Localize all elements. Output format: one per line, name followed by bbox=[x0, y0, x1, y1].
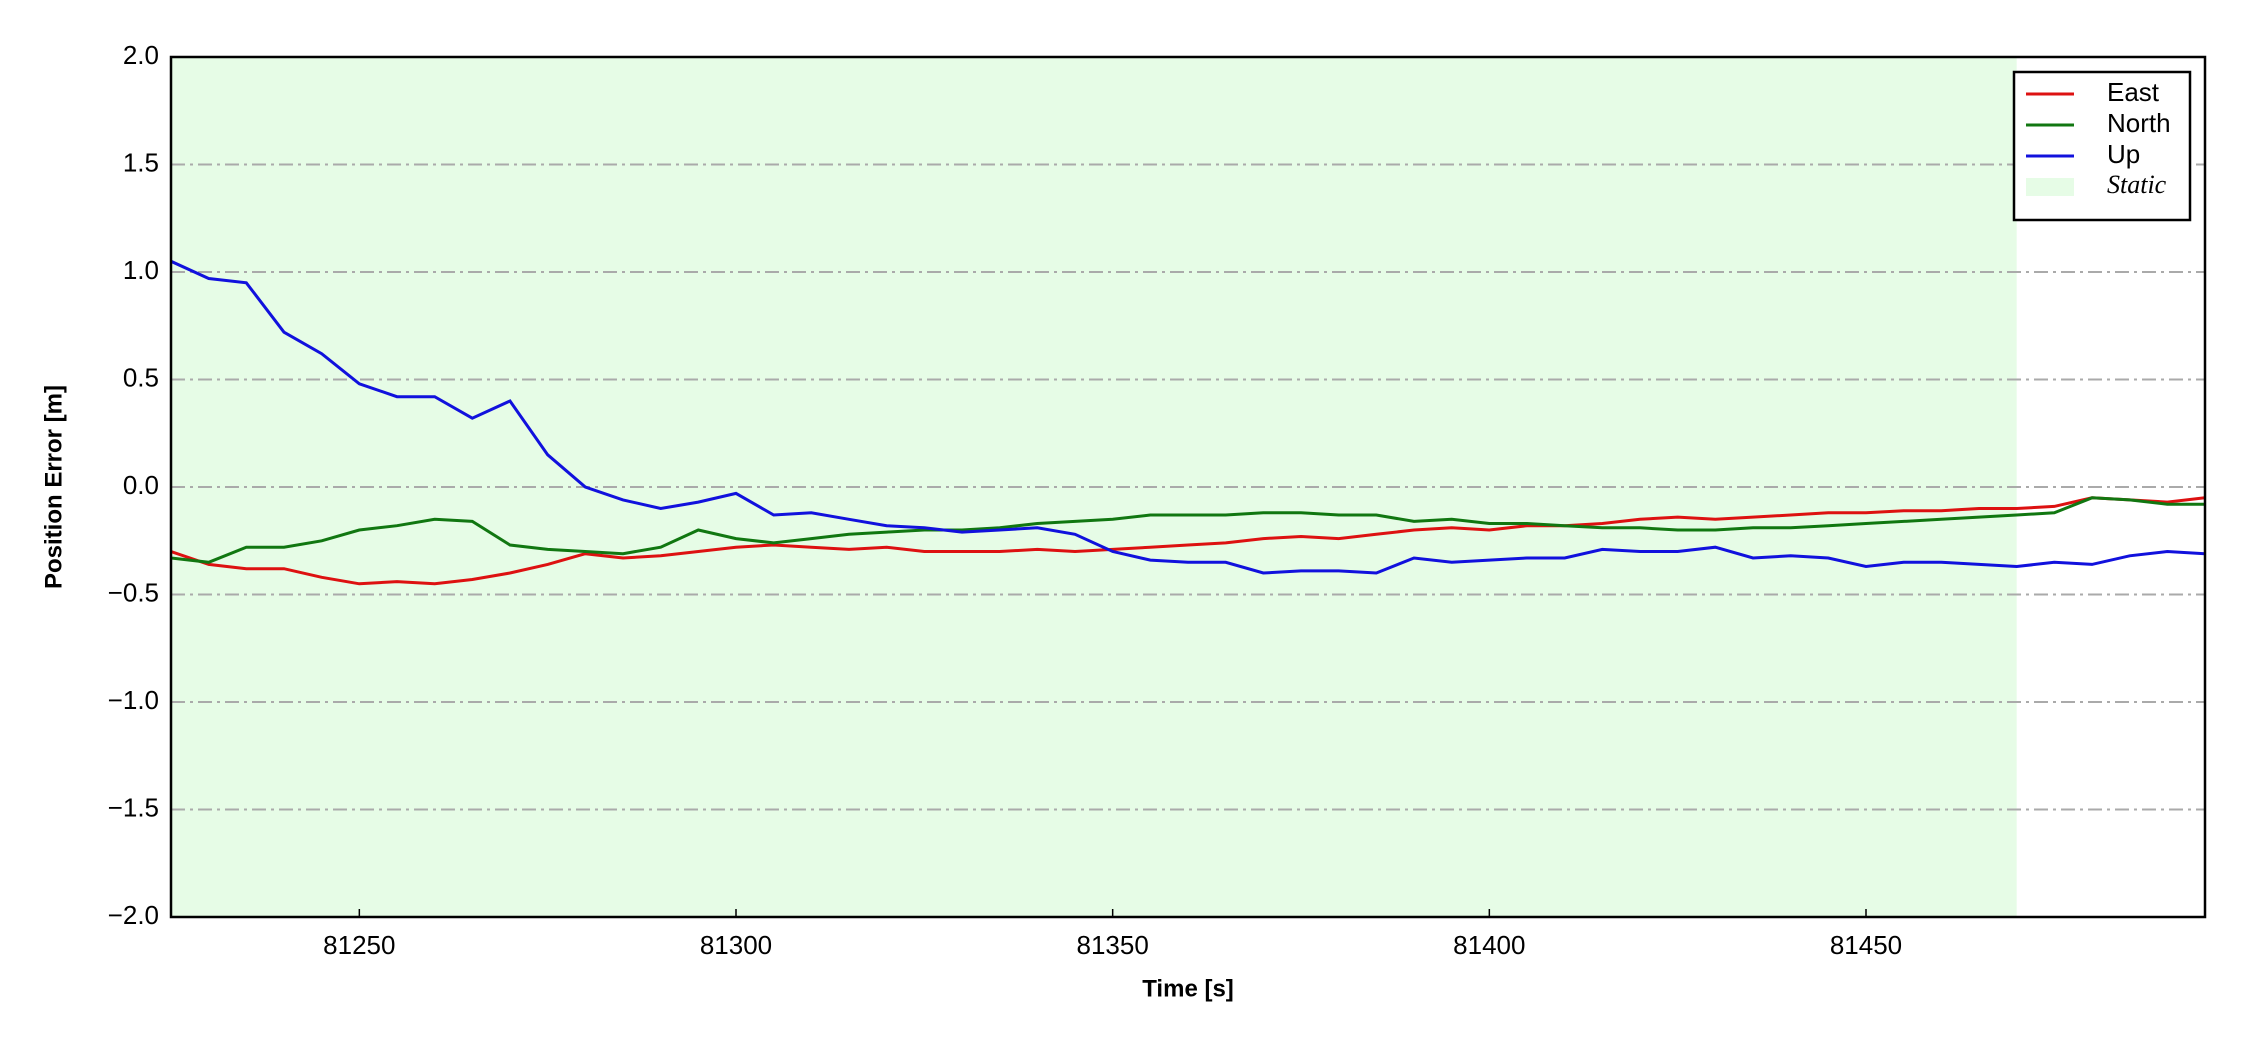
x-tick-label: 81300 bbox=[700, 930, 772, 960]
x-tick-label: 81350 bbox=[1077, 930, 1149, 960]
y-tick-label: 0.0 bbox=[123, 470, 159, 500]
y-tick-label: −1.5 bbox=[108, 792, 159, 822]
y-tick-label: 0.5 bbox=[123, 362, 159, 392]
y-tick-label: −2.0 bbox=[108, 900, 159, 930]
x-tick-label: 81400 bbox=[1453, 930, 1525, 960]
legend-label: Static bbox=[2107, 170, 2167, 199]
legend-label: North bbox=[2107, 108, 2171, 138]
series-line bbox=[171, 496, 2205, 564]
x-axis-label: Time [s] bbox=[1142, 975, 1234, 1002]
y-tick-label: −1.0 bbox=[108, 685, 159, 715]
series-line bbox=[171, 496, 2205, 586]
y-tick-label: 2.0 bbox=[123, 40, 159, 70]
y-tick-label: −0.5 bbox=[108, 577, 159, 607]
plot-frame bbox=[169, 55, 2207, 919]
legend-swatch bbox=[2026, 178, 2074, 196]
legend-label: Up bbox=[2107, 139, 2140, 169]
x-tick-label: 81450 bbox=[1830, 930, 1902, 960]
y-tick-label: 1.5 bbox=[123, 147, 159, 177]
legend-label: East bbox=[2107, 77, 2160, 107]
y-axis-label: Position Error [m] bbox=[40, 385, 67, 589]
series-line bbox=[171, 259, 2205, 575]
x-tick-label: 81250 bbox=[323, 930, 395, 960]
y-tick-label: 1.0 bbox=[123, 255, 159, 285]
